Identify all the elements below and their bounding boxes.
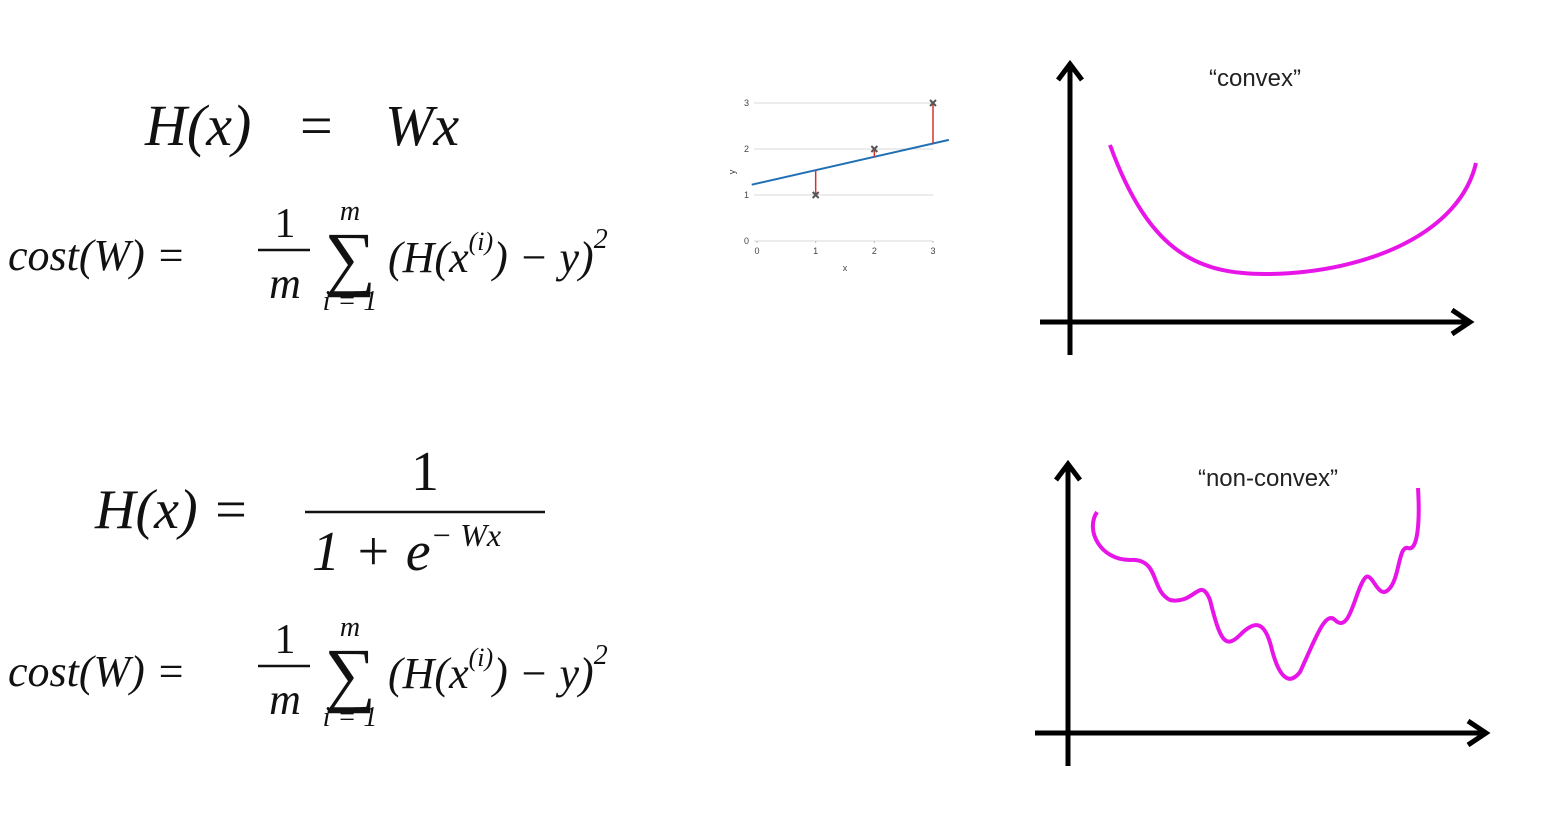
formula: i = 1 — [323, 286, 378, 317]
x-tick-label: 1 — [813, 246, 818, 256]
formula: H(x) — [144, 93, 251, 158]
point — [929, 99, 937, 107]
formula: = — [300, 93, 333, 158]
formula: 1 — [275, 201, 296, 247]
y-axis-label: y — [727, 169, 737, 174]
plot-label: “non-convex” — [1198, 465, 1338, 492]
arrow — [1466, 718, 1491, 748]
formula: (H(x — [388, 649, 469, 698]
plot-label: “convex” — [1209, 65, 1301, 92]
formula: (i) — [469, 643, 494, 672]
formula: cost(W) = — [8, 647, 186, 696]
formula: (H(x(i)) − y)2 — [388, 224, 608, 282]
cost-formula: cost(W) = 1 m m ∑ i = 1 (H(x(i)) − y)2 — [8, 196, 608, 317]
y-tick-label: 0 — [744, 236, 749, 246]
convex-plot — [1040, 59, 1478, 355]
curve — [1090, 487, 1421, 681]
formula: 2 — [594, 224, 608, 255]
formula: 2 — [594, 640, 608, 671]
formula: Wx — [385, 93, 459, 158]
y-tick-label: 2 — [744, 144, 749, 154]
formula: ∑ — [324, 634, 375, 714]
formula: (i) — [469, 227, 494, 256]
formula: m — [340, 612, 360, 643]
formula: m — [269, 259, 301, 308]
y-tick-label: 1 — [744, 190, 749, 200]
formula: ) − y) — [490, 233, 594, 282]
arrow — [1450, 307, 1475, 337]
formula: (H(x — [388, 233, 469, 282]
formula: 1 — [411, 441, 439, 503]
y-tick-label: 3 — [744, 98, 749, 108]
formula: − Wx — [431, 517, 501, 553]
fit-line — [751, 138, 950, 186]
x-axis-label: x — [843, 263, 848, 273]
formula: 1 + e− Wx — [312, 517, 501, 583]
formula: 1 + e — [312, 521, 431, 583]
point — [811, 191, 820, 199]
formula: H(x) = — [94, 479, 249, 541]
point — [870, 145, 879, 153]
x-tick-label: 0 — [754, 246, 759, 256]
formula: 1 — [275, 617, 296, 663]
formula: ) − y) — [490, 649, 594, 698]
formula: (H(x(i)) − y)2 — [388, 640, 608, 698]
curve — [1108, 144, 1478, 277]
arrow — [1056, 59, 1084, 82]
formula: cost(W) = — [8, 231, 186, 280]
non-convex-plot — [1035, 459, 1491, 766]
x-tick-label: 3 — [930, 246, 935, 256]
formula: m — [269, 675, 301, 724]
arrow — [1054, 459, 1082, 482]
cost-formula: cost(W) = 1 m m ∑ i = 1 (H(x(i)) − y)2 — [8, 612, 608, 733]
formula: m — [340, 196, 360, 227]
formula: i = 1 — [323, 702, 378, 733]
formula: ∑ — [324, 218, 375, 298]
x-tick-label: 2 — [872, 246, 877, 256]
